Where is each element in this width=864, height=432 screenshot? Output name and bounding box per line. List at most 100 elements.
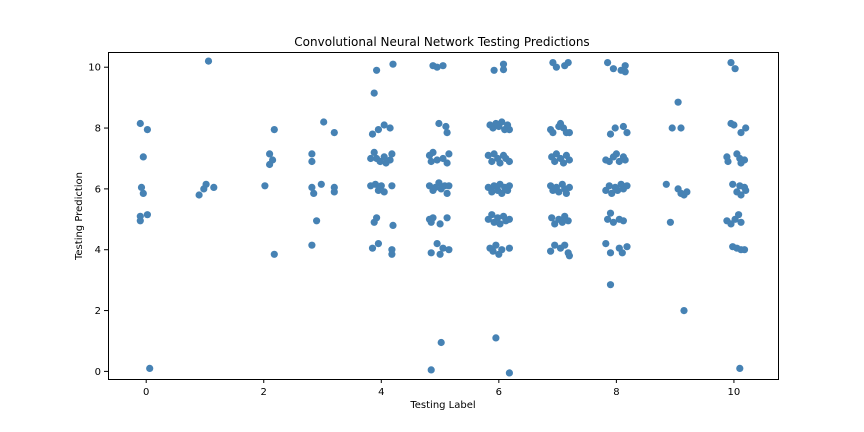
- data-point: [136, 217, 144, 225]
- data-point: [427, 157, 435, 166]
- data-point: [270, 126, 278, 134]
- data-point: [313, 217, 321, 225]
- y-tick-label: 6: [95, 184, 101, 195]
- data-point: [371, 180, 379, 188]
- data-point: [435, 179, 443, 187]
- data-point: [505, 126, 513, 134]
- data-point: [143, 126, 151, 134]
- data-point: [498, 118, 506, 126]
- data-point: [565, 252, 574, 260]
- data-point: [146, 364, 154, 372]
- data-point: [674, 98, 682, 106]
- data-point: [308, 157, 316, 166]
- data-point: [496, 159, 504, 167]
- data-point: [370, 89, 378, 97]
- data-point: [606, 249, 615, 257]
- data-point: [724, 157, 732, 166]
- data-point: [730, 121, 738, 129]
- data-point: [505, 157, 513, 166]
- data-point: [605, 182, 613, 190]
- data-point: [488, 211, 496, 219]
- data-point: [609, 218, 618, 226]
- data-point: [443, 214, 451, 222]
- data-point: [427, 366, 435, 374]
- data-point: [737, 191, 745, 199]
- data-point: [498, 246, 506, 254]
- data-point: [443, 159, 451, 167]
- data-point: [433, 240, 441, 248]
- x-tick-label: 0: [143, 387, 149, 398]
- data-point: [623, 182, 631, 190]
- data-point: [561, 241, 569, 249]
- data-point: [555, 188, 563, 196]
- data-point: [368, 130, 377, 138]
- data-point: [380, 188, 388, 196]
- data-point: [737, 218, 745, 226]
- data-point: [427, 249, 435, 257]
- data-point: [547, 247, 555, 255]
- data-point: [621, 156, 629, 164]
- data-point: [386, 156, 394, 164]
- data-point: [552, 150, 561, 158]
- data-point: [666, 218, 675, 226]
- x-tick-label: 10: [728, 387, 741, 398]
- data-point: [505, 244, 513, 252]
- data-point: [604, 59, 612, 67]
- data-point: [621, 62, 629, 70]
- data-point: [604, 215, 612, 223]
- data-point: [437, 338, 445, 347]
- data-point: [737, 129, 745, 137]
- data-point: [317, 180, 325, 188]
- data-point: [436, 250, 444, 258]
- data-point: [731, 65, 739, 73]
- data-point: [668, 124, 676, 132]
- data-point: [548, 214, 556, 222]
- data-point: [380, 121, 388, 129]
- data-point: [488, 188, 496, 196]
- data-point: [202, 180, 210, 188]
- data-point: [380, 153, 388, 161]
- x-tick-label: 8: [613, 387, 619, 398]
- data-point: [606, 130, 615, 138]
- data-point: [680, 307, 688, 315]
- data-point: [368, 244, 377, 252]
- data-point: [374, 126, 382, 134]
- data-point: [388, 182, 396, 190]
- data-point: [308, 183, 316, 191]
- data-point: [429, 148, 437, 156]
- data-point: [551, 241, 559, 249]
- y-axis-label: Testing Prediction: [74, 172, 85, 261]
- data-point: [736, 364, 744, 372]
- data-point: [376, 157, 384, 166]
- data-point: [439, 244, 447, 252]
- data-point: [552, 63, 561, 71]
- data-point: [611, 124, 619, 132]
- data-point: [742, 186, 750, 194]
- data-point: [742, 124, 750, 132]
- data-point: [551, 220, 559, 228]
- data-point: [204, 57, 213, 65]
- data-point: [606, 281, 615, 289]
- data-point: [445, 246, 453, 254]
- data-point: [490, 66, 498, 74]
- data-point: [494, 214, 502, 222]
- x-axis-label: Testing Label: [409, 400, 475, 411]
- data-point: [373, 214, 381, 222]
- data-point: [139, 189, 147, 197]
- plot-frame: [108, 52, 779, 380]
- data-point: [433, 63, 441, 71]
- data-point: [623, 129, 631, 137]
- x-axis-ticks: 0 2 4 6 8 10: [143, 379, 740, 398]
- data-point: [499, 60, 508, 68]
- data-point: [565, 156, 574, 164]
- data-point: [606, 209, 615, 217]
- data-point: [442, 122, 450, 131]
- data-point: [498, 189, 506, 197]
- data-point: [505, 182, 513, 190]
- data-point: [605, 157, 613, 166]
- data-points: [136, 57, 750, 377]
- x-tick-label: 6: [496, 387, 502, 398]
- data-point: [373, 66, 381, 74]
- data-point: [386, 124, 394, 132]
- data-point: [330, 129, 338, 137]
